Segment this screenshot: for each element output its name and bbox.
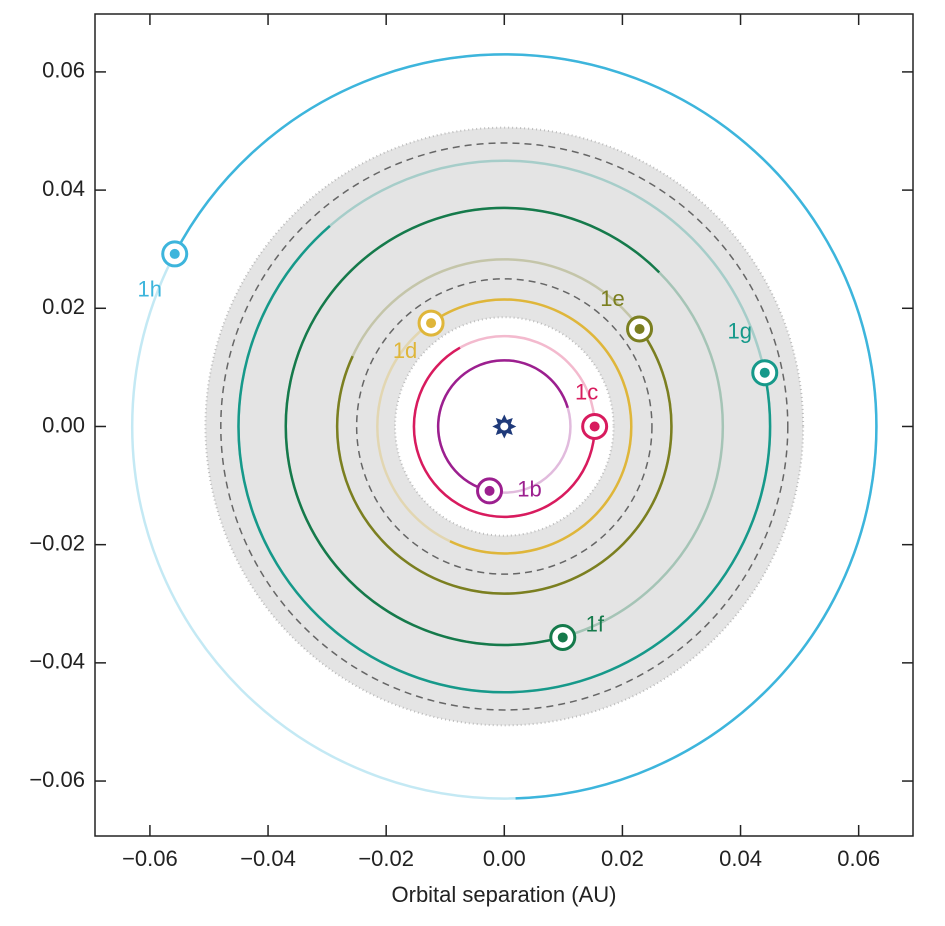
planet-label: 1e	[600, 286, 624, 311]
x-tick-label: −0.04	[240, 846, 296, 871]
habitable-zone-boundary	[220, 142, 789, 711]
orbit-trail	[335, 328, 673, 595]
orbit-trail	[284, 206, 661, 647]
y-tick-label: 0.06	[42, 58, 85, 83]
planet	[759, 367, 770, 378]
x-axis-label: Orbital separation (AU)	[392, 882, 617, 907]
x-tick-label: −0.02	[358, 846, 414, 871]
planet	[557, 632, 568, 643]
planet-label: 1f	[586, 611, 605, 636]
planet	[484, 485, 495, 496]
orbit-trail	[237, 225, 772, 694]
orbit-trail	[430, 298, 633, 555]
habitable-zone-inner-edge	[394, 316, 615, 537]
y-tick-label: 0.00	[42, 412, 85, 437]
planet	[426, 318, 437, 329]
y-tick-label: 0.04	[42, 176, 85, 201]
orbit-trail	[436, 359, 569, 493]
x-tick-label: 0.00	[483, 846, 526, 871]
planet-label: 1c	[575, 379, 598, 404]
x-tick-label: −0.06	[122, 846, 178, 871]
planet-label: 1g	[728, 319, 752, 344]
y-tick-label: −0.04	[29, 649, 85, 674]
planet	[634, 323, 645, 334]
planet-label: 1b	[517, 477, 541, 502]
x-tick-label: 0.02	[601, 846, 644, 871]
orbit-trail	[173, 53, 878, 800]
habitable-zone	[205, 127, 804, 726]
planet-label: 1d	[393, 338, 417, 363]
habitable-zone-outer-edge	[204, 126, 805, 727]
y-tick-label: −0.02	[29, 530, 85, 555]
y-tick-label: −0.06	[29, 767, 85, 792]
planet	[589, 421, 600, 432]
x-tick-label: 0.04	[719, 846, 762, 871]
y-tick-label: 0.02	[42, 294, 85, 319]
orbit-trail	[412, 346, 596, 519]
x-tick-label: 0.06	[837, 846, 880, 871]
habitable-zone-boundary	[355, 278, 653, 575]
planet-label: 1h	[137, 277, 161, 302]
planet	[169, 248, 180, 259]
star-core	[500, 422, 509, 431]
